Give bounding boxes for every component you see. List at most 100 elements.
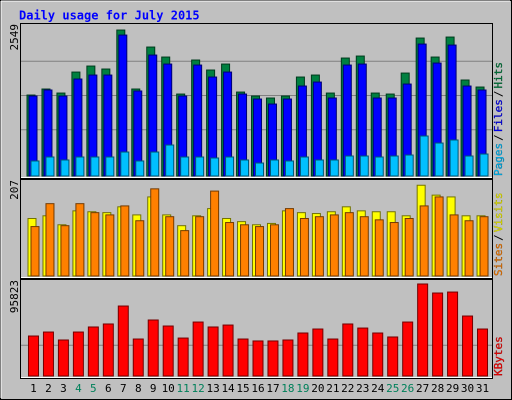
x-tick-label: 15 — [236, 382, 249, 395]
bar — [102, 323, 114, 377]
legend: KBytes — [492, 336, 505, 376]
bar — [314, 216, 324, 277]
bar — [72, 331, 84, 377]
bar — [195, 216, 205, 277]
bar — [255, 162, 265, 177]
legend-entry: Files — [492, 99, 505, 132]
bar — [120, 205, 130, 277]
bar — [387, 336, 399, 377]
x-tick-label: 11 — [177, 382, 190, 395]
bar — [374, 219, 384, 277]
bar — [269, 224, 279, 277]
bar — [222, 324, 234, 377]
x-tick-label: 24 — [371, 382, 385, 395]
x-tick-label: 29 — [446, 382, 459, 395]
x-tick-label: 26 — [401, 382, 414, 395]
bar — [27, 335, 39, 377]
bar — [150, 188, 160, 277]
bar — [90, 212, 100, 277]
bar — [449, 139, 459, 177]
bar — [195, 156, 205, 177]
bar — [282, 339, 294, 377]
bar — [135, 160, 145, 177]
bar — [342, 323, 354, 377]
bar — [225, 222, 235, 277]
bar — [90, 156, 100, 177]
bar — [372, 332, 384, 377]
chart-title: Daily usage for July 2015 — [19, 9, 200, 23]
bar — [177, 337, 189, 377]
bar — [357, 327, 369, 377]
x-tick-label: 27 — [416, 382, 429, 395]
bar — [419, 135, 429, 177]
bar — [344, 212, 354, 277]
bar — [419, 205, 429, 277]
bar — [344, 155, 354, 177]
legend-entry: Sites — [492, 243, 505, 276]
bar — [75, 156, 85, 177]
bar — [417, 283, 429, 377]
x-tick-label: 31 — [476, 382, 489, 395]
bar — [329, 214, 339, 277]
x-tick-label: 8 — [135, 382, 142, 395]
bar — [210, 157, 220, 177]
bar — [75, 203, 85, 277]
bar — [389, 155, 399, 177]
bar — [42, 331, 54, 377]
bar — [447, 291, 459, 377]
bar — [60, 225, 70, 277]
bar — [359, 216, 369, 277]
x-tick-label: 25 — [386, 382, 399, 395]
bar — [240, 159, 250, 177]
bar — [402, 321, 414, 377]
bar — [314, 159, 324, 177]
x-tick-label: 10 — [162, 382, 175, 395]
bar — [267, 340, 279, 377]
x-tick-label: 30 — [461, 382, 474, 395]
bar — [105, 214, 115, 277]
bar — [464, 155, 474, 177]
legend-entry: Pages — [492, 143, 505, 176]
bar — [165, 144, 175, 177]
bar — [297, 332, 309, 377]
bar — [404, 217, 414, 277]
x-tick-label: 3 — [60, 382, 67, 395]
x-tick-label: 5 — [90, 382, 97, 395]
x-tick-label: 9 — [150, 382, 157, 395]
bar — [165, 216, 175, 277]
bar — [225, 156, 235, 177]
bar — [147, 319, 159, 377]
x-tick-label: 21 — [326, 382, 339, 395]
y-tick-label: 207 — [8, 180, 21, 200]
bar — [192, 321, 204, 377]
legend: Sites /Visits — [492, 193, 505, 277]
bar — [135, 220, 145, 277]
bar — [477, 328, 489, 377]
x-tick-label: 20 — [311, 382, 324, 395]
x-tick-label: 2 — [45, 382, 52, 395]
bar — [210, 190, 220, 277]
bar — [479, 216, 489, 277]
bar — [150, 151, 160, 177]
bar — [117, 305, 129, 377]
bar — [327, 338, 339, 377]
bar — [45, 203, 55, 277]
legend: Pages/Files/Hits — [492, 62, 505, 176]
x-tick-label: 28 — [431, 382, 444, 395]
bar — [30, 226, 40, 277]
x-tick-label: 16 — [251, 382, 264, 395]
bar — [87, 326, 99, 377]
bar — [329, 159, 339, 177]
bar — [105, 156, 115, 177]
bar — [269, 159, 279, 177]
x-tick-label: 14 — [221, 382, 235, 395]
bar — [284, 208, 294, 277]
legend-separator: / — [492, 234, 505, 241]
x-tick-label: 12 — [192, 382, 205, 395]
bar — [45, 156, 55, 177]
x-tick-label: 4 — [75, 382, 82, 395]
y-tick-label: 95823 — [8, 280, 21, 313]
bar — [57, 339, 69, 377]
